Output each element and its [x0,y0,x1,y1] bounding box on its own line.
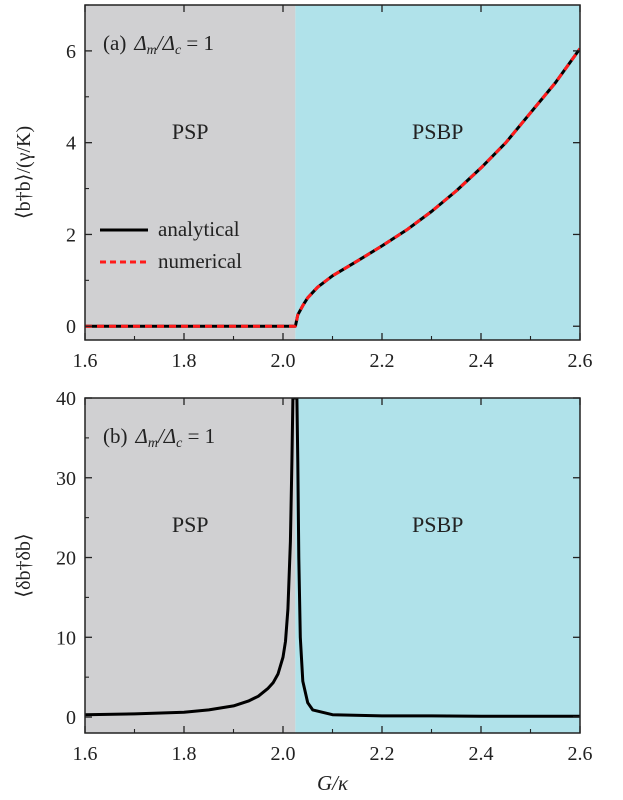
panel-b-y-axis-label: ⟨δb†δb⟩ [13,533,35,597]
panel-a: 1.6 1.8 2.0 2.2 2.4 2.6 0 2 4 6 PSP PSBP (a) Δm/Δc… [13,4,593,372]
panel-b-region-label-psp: PSP [172,512,209,537]
panel-a-annot-delta1: Δ [133,31,146,55]
panel-a-annot-sub2: c [175,43,182,58]
panel-a-region-label-psbp: PSBP [412,119,463,144]
panel-b-region-label-psbp: PSBP [412,512,463,537]
panel-b-regions [85,398,580,733]
panel-a-annot-mid: /Δ [156,31,175,55]
x-tick-label: 1.6 [73,350,98,372]
panel-a-y-axis-label: ⟨b†b⟩/(γ/K) [13,126,35,219]
x-tick-label: 2.4 [469,350,494,372]
y-tick-label: 6 [66,41,76,63]
panel-b-x-axis-label: G/κ [317,771,349,795]
panel-b-region-psp [85,398,296,733]
y-tick-label: 20 [56,548,76,570]
x-tick-label: 2.6 [568,743,593,765]
panel-a-ticks: 1.6 1.8 2.0 2.2 2.4 2.6 0 2 4 6 [66,4,593,372]
panel-b-region-psbp [295,398,580,733]
panel-a-region-psp [85,5,296,340]
y-tick-label: 2 [66,224,76,246]
panel-a-series-numerical [85,47,580,328]
panel-b-annot-mid: /Δ [157,424,176,448]
y-tick-label: 0 [66,316,76,338]
panel-a-series [85,47,580,328]
panel-a-label: (a) [103,31,126,55]
panel-b-ticks: 1.6 1.8 2.0 2.2 2.4 2.6 0 10 20 30 40 [56,388,593,765]
panel-a-annot-sub1: m [147,43,157,58]
y-tick-label: 4 [66,133,76,155]
panel-a-region-label-psp: PSP [172,119,209,144]
x-tick-label: 2.6 [568,350,593,372]
panel-a-regions [85,5,580,340]
y-tick-label: 0 [66,707,76,729]
panel-a-annot-suffix: = 1 [181,31,214,55]
x-tick-label: 1.6 [73,743,98,765]
legend-label-numerical: numerical [158,249,242,273]
x-tick-label: 1.8 [172,350,197,372]
panel-b-series [85,398,580,718]
y-tick-label: 10 [56,627,76,649]
panel-b-series-curve [85,398,580,718]
panel-b-annot-delta1: Δ [135,424,148,448]
panel-a-region-psbp [295,5,580,340]
panel-b-annot-suffix: = 1 [182,424,215,448]
panel-a-legend: analytical numerical [100,217,242,273]
x-tick-label: 2.4 [469,743,494,765]
panel-b-annot-sub1: m [148,436,158,451]
legend-label-analytical: analytical [158,217,240,241]
panel-b-annot-sub2: c [176,436,183,451]
y-tick-label: 30 [56,468,76,490]
panel-b-label: (b) [103,424,128,448]
panel-b-annotation: (b) Δm/Δc = 1 [103,424,215,451]
panel-b: 1.6 1.8 2.0 2.2 2.4 2.6 0 10 20 30 40 PSP PSBP (b)… [13,388,593,795]
panel-a-annotation: (a) Δm/Δc = 1 [103,31,214,58]
x-tick-label: 2.2 [370,350,395,372]
x-tick-label: 2.2 [370,743,395,765]
x-tick-label: 2.0 [271,743,296,765]
x-tick-label: 1.8 [172,743,197,765]
y-tick-label: 40 [56,388,76,410]
x-tick-label: 2.0 [271,350,296,372]
